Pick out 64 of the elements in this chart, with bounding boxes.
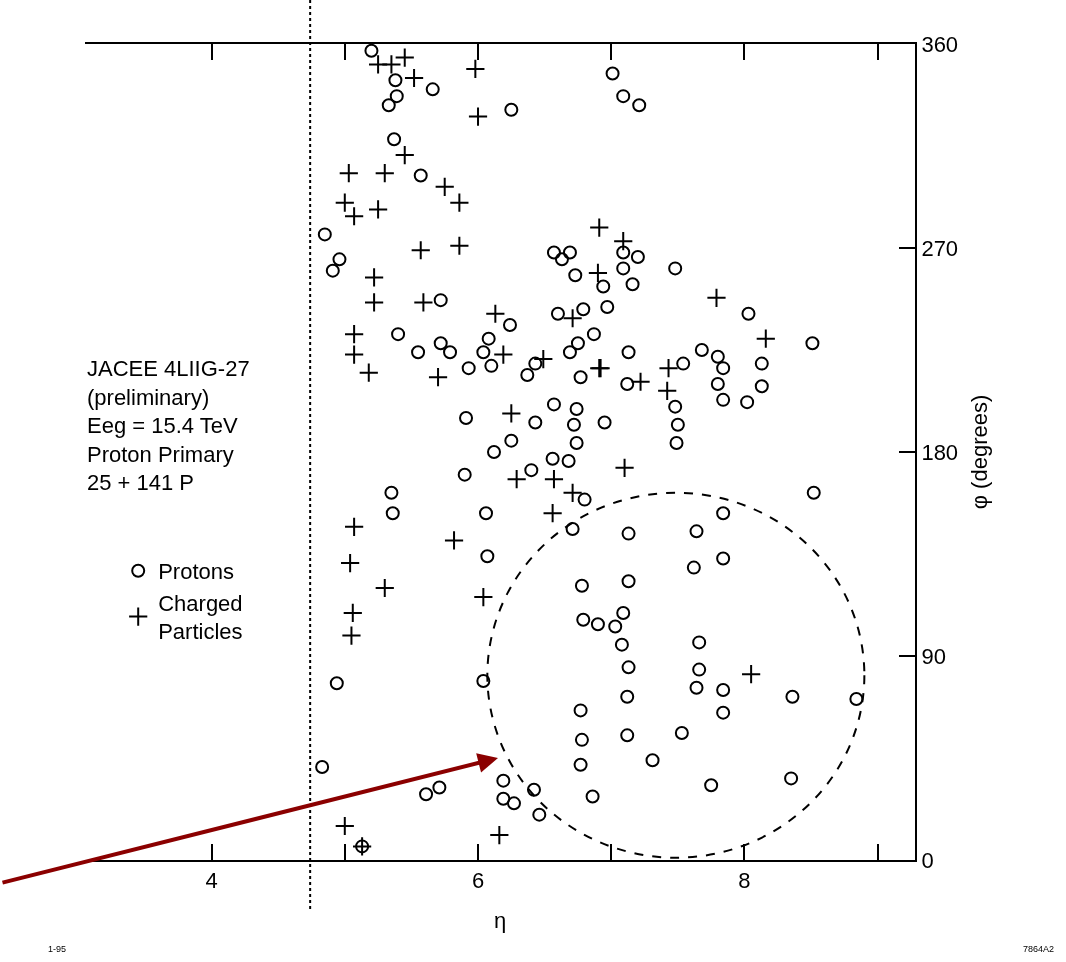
point xyxy=(334,815,355,837)
point xyxy=(413,292,434,313)
point xyxy=(489,824,510,846)
y-tick-label: 270 xyxy=(921,235,959,261)
legend-label: Protons xyxy=(158,559,235,585)
point xyxy=(340,552,361,574)
point xyxy=(427,367,449,388)
point xyxy=(562,308,583,329)
point xyxy=(344,324,365,345)
point xyxy=(741,664,762,685)
y-tick-label: 180 xyxy=(921,439,959,465)
point xyxy=(562,482,583,503)
point xyxy=(657,380,678,401)
point xyxy=(589,217,610,238)
point xyxy=(501,403,522,424)
point xyxy=(364,292,385,313)
x-axis-title: η xyxy=(493,907,507,933)
point xyxy=(506,469,527,490)
x-tick-label: 8 xyxy=(738,868,751,894)
point xyxy=(342,602,363,624)
point xyxy=(465,58,486,80)
point xyxy=(658,358,679,379)
point xyxy=(381,54,402,75)
point xyxy=(542,503,563,524)
y-axis-title: φ (degrees) xyxy=(966,394,992,510)
point xyxy=(344,344,365,365)
point xyxy=(394,47,415,68)
y-tick-label: 0 xyxy=(921,847,934,873)
point xyxy=(394,144,415,166)
point xyxy=(368,199,389,220)
point xyxy=(630,371,651,392)
point xyxy=(449,235,470,256)
x-tick-label: 4 xyxy=(205,868,218,894)
legend-label: Charged Particles xyxy=(158,590,243,645)
point xyxy=(344,206,365,227)
point xyxy=(543,469,565,490)
point xyxy=(467,106,489,127)
point xyxy=(473,586,494,608)
point xyxy=(706,287,727,308)
point xyxy=(364,267,385,288)
point xyxy=(374,577,395,599)
point xyxy=(374,163,395,184)
point xyxy=(434,176,455,197)
point xyxy=(485,303,506,324)
text: 7864A2 xyxy=(1023,944,1055,954)
point xyxy=(613,231,634,252)
point xyxy=(755,328,776,349)
y-tick-label: 360 xyxy=(921,31,959,57)
point xyxy=(443,530,465,551)
y-tick-label: 90 xyxy=(921,643,946,669)
point xyxy=(403,67,425,89)
point xyxy=(614,457,635,478)
point xyxy=(493,344,514,365)
annotation: JACEE 4LIIG-27 (preliminary) Eeg = 15.4 TeV Proton Primary 25 + 141 P xyxy=(87,356,250,496)
point xyxy=(587,262,609,284)
point xyxy=(341,625,362,646)
text: 1-95 xyxy=(48,944,67,954)
point xyxy=(358,362,379,383)
x-tick-label: 6 xyxy=(471,868,485,894)
point xyxy=(338,163,359,184)
point xyxy=(410,240,431,261)
point xyxy=(334,192,355,213)
point xyxy=(449,192,470,213)
point xyxy=(344,516,365,537)
